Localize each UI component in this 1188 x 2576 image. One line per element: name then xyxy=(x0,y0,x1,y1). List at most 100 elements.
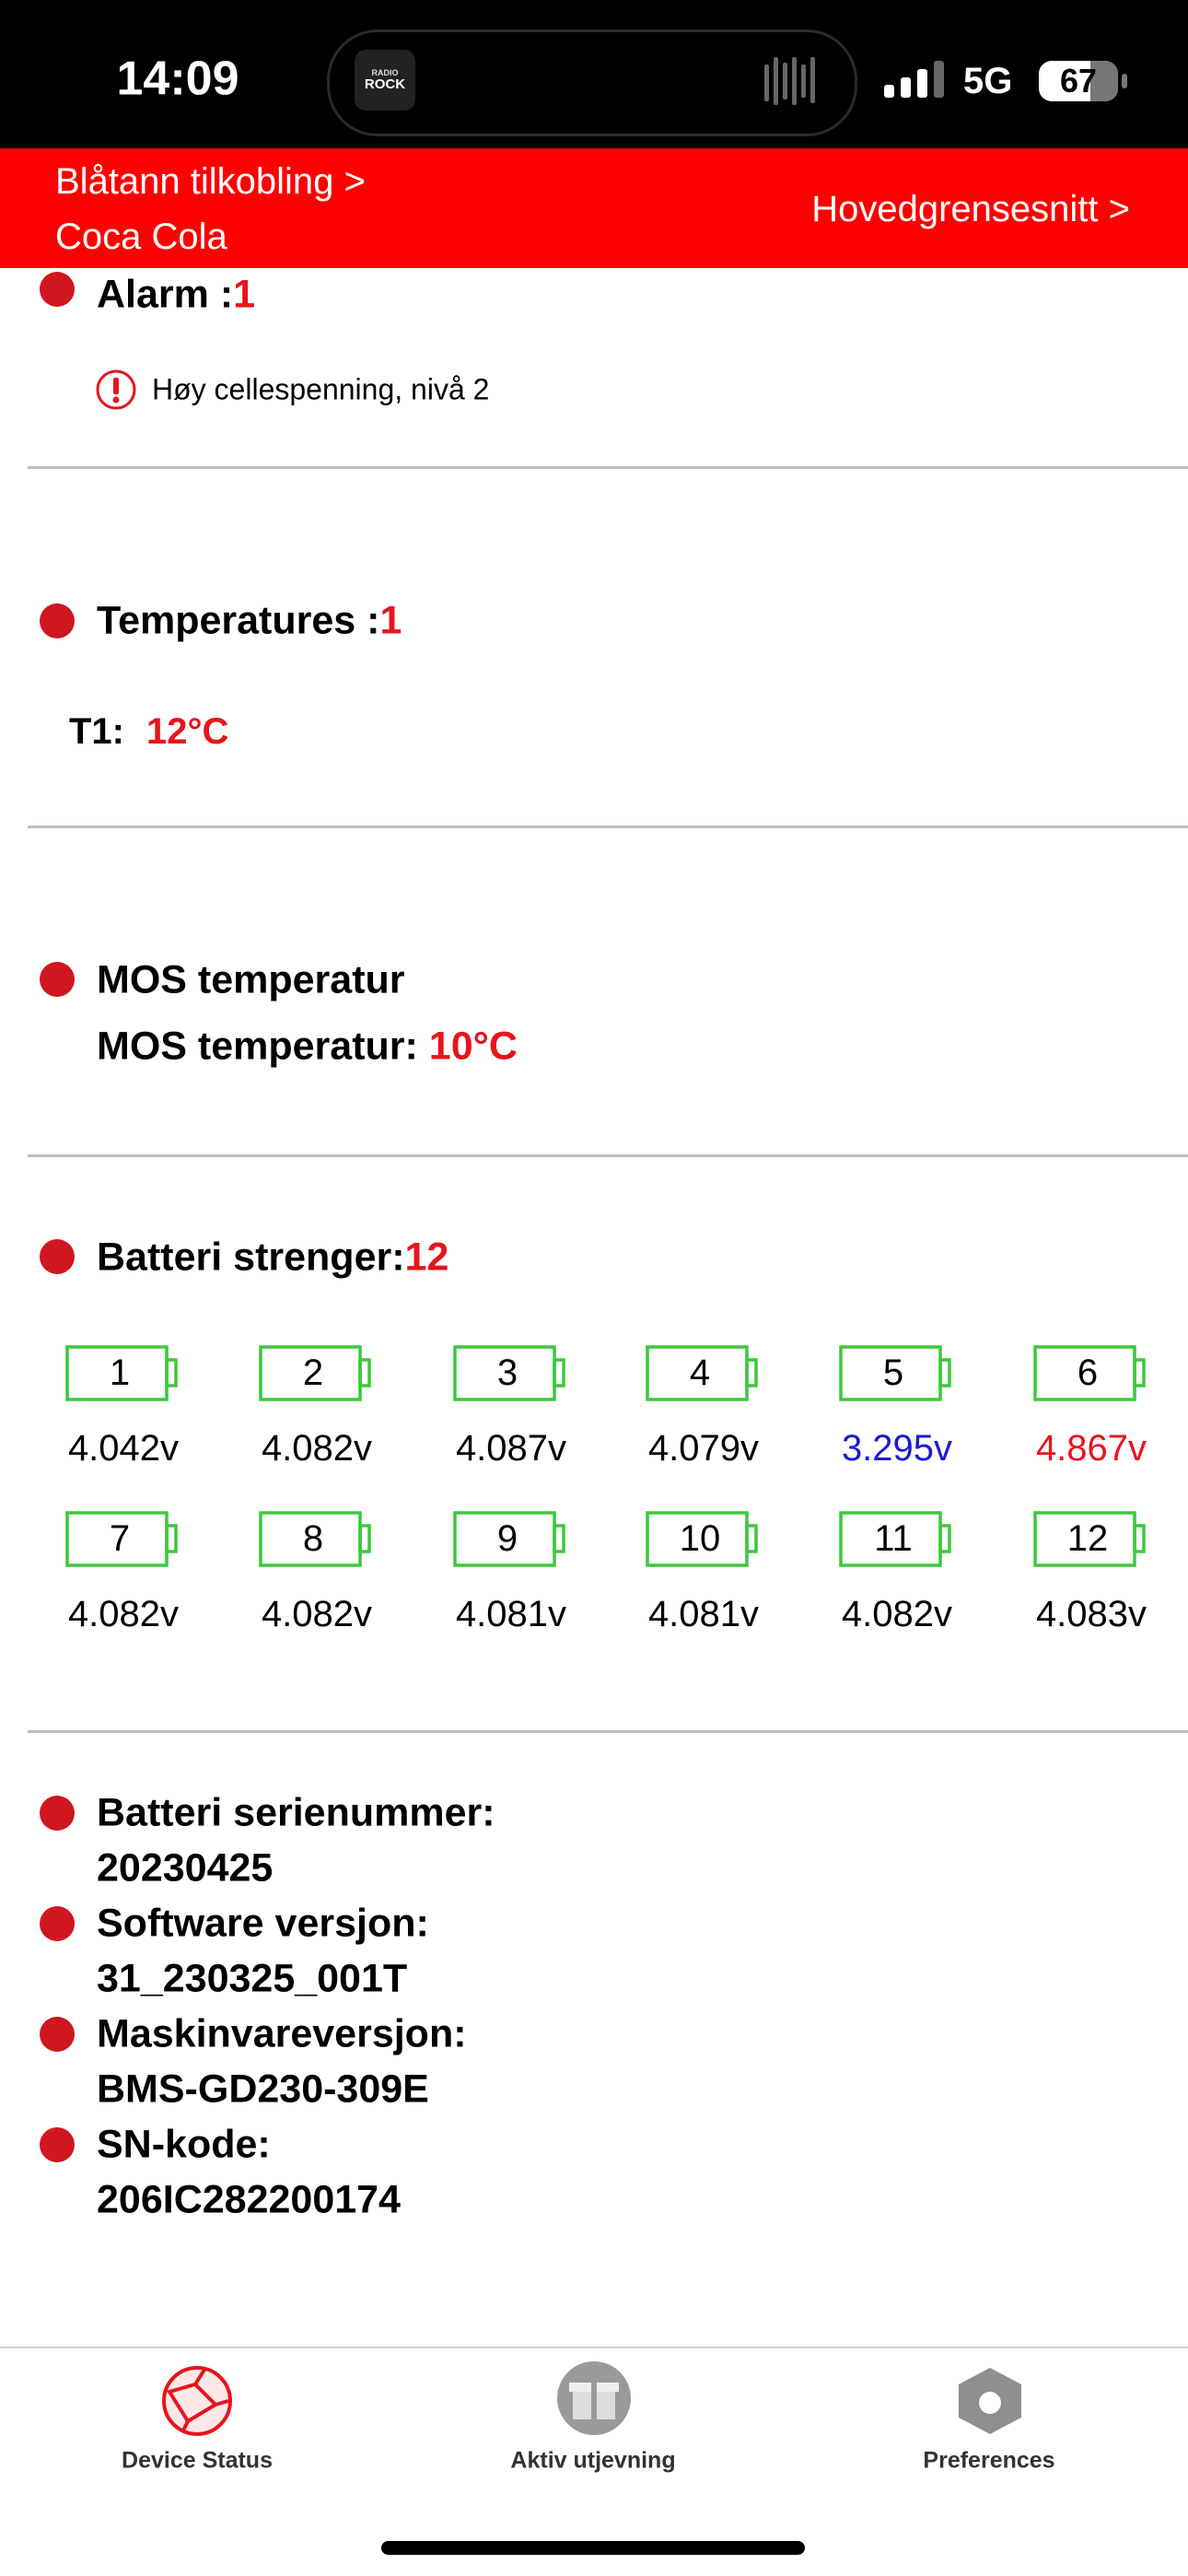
cell-number: 7 xyxy=(109,1518,131,1559)
alarm-heading: Alarm :1 xyxy=(97,273,255,316)
battery-icon xyxy=(65,1345,178,1401)
cell: 2 4.082v xyxy=(220,1345,413,1474)
cell-number: 11 xyxy=(874,1518,913,1559)
logo-text: ROCK xyxy=(364,76,406,92)
cell-number: 10 xyxy=(679,1518,721,1559)
cell-voltage: 4.082v xyxy=(261,1594,373,1634)
info-label: Software versjon: xyxy=(97,1901,429,1946)
bullet xyxy=(40,603,75,638)
cell: 11 4.082v xyxy=(800,1511,994,1640)
cell-voltage: 4.042v xyxy=(67,1428,180,1469)
bullet xyxy=(40,272,75,307)
info-label: Batteri serienummer: xyxy=(97,1790,495,1835)
cell: 7 4.082v xyxy=(27,1511,220,1640)
cell: 4 4.079v xyxy=(607,1345,800,1474)
network: 5G xyxy=(963,61,1013,101)
bullet xyxy=(40,1906,75,1941)
main-link[interactable]: Hovedgrensesnitt > xyxy=(811,189,1130,229)
cell-voltage: 4.082v xyxy=(261,1428,373,1469)
battery-level: 67 xyxy=(1059,62,1098,100)
divider xyxy=(28,825,1188,828)
cell-number: 12 xyxy=(1066,1518,1109,1559)
tab-bar-border xyxy=(0,2347,1188,2348)
battery-icon xyxy=(1033,1511,1146,1567)
battery-icon xyxy=(646,1345,758,1401)
tab-icon-preferences[interactable] xyxy=(954,2364,1026,2438)
mos-label: MOS temperatur: xyxy=(97,1024,418,1069)
tab-label[interactable]: Device Status xyxy=(122,2447,273,2474)
battery-empty xyxy=(1090,61,1118,101)
bullet xyxy=(40,1796,75,1831)
divider xyxy=(28,1730,1188,1733)
temperatures-heading: Temperatures :1 xyxy=(97,599,402,642)
cell: 1 4.042v xyxy=(27,1345,220,1474)
tab-icon-device-status[interactable] xyxy=(160,2364,234,2438)
cell: 3 4.087v xyxy=(414,1345,608,1474)
cell: 12 4.083v xyxy=(995,1511,1188,1640)
battery-icon xyxy=(646,1511,758,1567)
cell-number: 2 xyxy=(302,1352,324,1393)
logo-text-top: RADIO xyxy=(371,68,399,78)
alarm-message: Høy cellespenning, nivå 2 xyxy=(152,372,490,406)
warning-icon xyxy=(96,369,136,410)
cell: 6 4.867v xyxy=(995,1345,1188,1474)
cell-voltage: 4.867v xyxy=(1035,1428,1147,1469)
tab-label[interactable]: Aktiv utjevning xyxy=(510,2447,676,2474)
battery-icon xyxy=(453,1345,565,1401)
cell-voltage: 4.082v xyxy=(67,1594,180,1634)
alarm-label: Alarm : xyxy=(97,272,234,317)
bullet xyxy=(40,962,75,997)
tab-label[interactable]: Preferences xyxy=(923,2447,1055,2474)
header: Blåtann tilkobling > Coca Cola Hovedgren… xyxy=(0,148,1188,268)
cell-voltage: 4.087v xyxy=(455,1428,567,1469)
cells-count: 12 xyxy=(404,1235,449,1280)
bullet xyxy=(40,1239,75,1274)
signal xyxy=(884,61,944,98)
bullet xyxy=(40,2017,75,2052)
cell-voltage: 4.081v xyxy=(647,1594,760,1634)
cells-label: Batteri strenger: xyxy=(97,1235,405,1280)
temperatures-count: 1 xyxy=(379,598,402,643)
cell-number: 6 xyxy=(1077,1352,1099,1393)
battery-icon xyxy=(259,1511,371,1567)
mos-heading: MOS temperatur xyxy=(97,957,405,1002)
info-label: Maskinvareversjon: xyxy=(97,2011,467,2056)
cell: 10 4.081v xyxy=(607,1511,800,1640)
cell-voltage: 3.295v xyxy=(841,1428,953,1469)
battery-icon xyxy=(65,1511,178,1567)
breadcrumb[interactable]: Blåtann tilkobling > xyxy=(55,161,366,202)
divider xyxy=(28,1154,1188,1157)
cell-number: 4 xyxy=(689,1352,711,1393)
battery-icon xyxy=(839,1511,951,1567)
device-name: Coca Cola xyxy=(55,217,227,257)
divider xyxy=(28,466,1188,469)
audio-bars xyxy=(764,57,815,105)
time: 14:09 xyxy=(116,52,239,106)
info-value: 20230425 xyxy=(97,1845,274,1891)
battery-tip xyxy=(1122,74,1127,88)
cell-number: 8 xyxy=(302,1518,324,1559)
cell-voltage: 4.083v xyxy=(1035,1594,1147,1634)
info-value: BMS-GD230-309E xyxy=(97,2067,429,2112)
status-bar: 14:09 RADIO ROCK 5G 67 xyxy=(0,0,1188,148)
mos-value: 10°C xyxy=(428,1024,518,1069)
sensor-name: T1: xyxy=(69,711,124,752)
app-logo xyxy=(355,50,415,111)
cell: 9 4.081v xyxy=(414,1511,608,1640)
home-indicator xyxy=(381,2541,805,2555)
battery-icon xyxy=(453,1511,565,1567)
sensor-value: 12°C xyxy=(146,711,229,752)
tab-icon-balancing[interactable] xyxy=(554,2359,634,2438)
info-value: 31_230325_001T xyxy=(97,1956,408,2001)
mos-row: MOS temperatur: 10°C xyxy=(97,1025,518,1068)
cell-number: 5 xyxy=(882,1352,904,1393)
battery-icon xyxy=(259,1345,371,1401)
cell-voltage: 4.082v xyxy=(841,1594,953,1634)
battery-icon xyxy=(1033,1345,1146,1401)
info-label: SN-kode: xyxy=(97,2122,271,2167)
alarm-count: 1 xyxy=(233,272,256,317)
cell: 8 4.082v xyxy=(220,1511,413,1640)
cell: 5 3.295v xyxy=(800,1345,994,1474)
